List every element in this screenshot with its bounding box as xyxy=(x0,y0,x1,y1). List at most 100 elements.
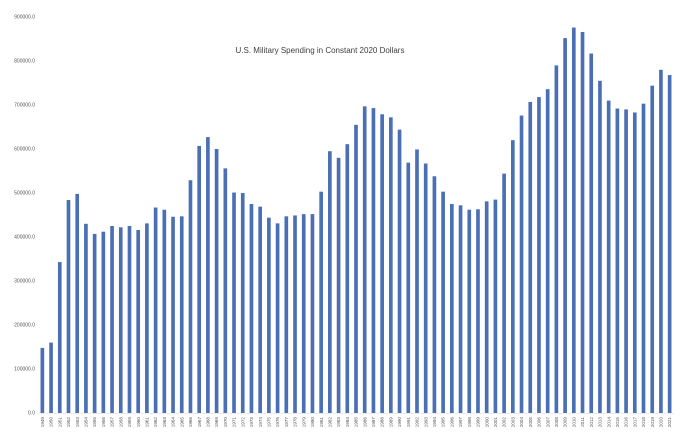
bar-1964 xyxy=(171,216,175,413)
x-tick-label: 1953 xyxy=(75,417,80,428)
bar-1997 xyxy=(458,205,463,413)
bar-1983 xyxy=(336,157,341,413)
bar-2018 xyxy=(641,103,646,414)
bar-1968 xyxy=(206,137,210,413)
x-tick-label: 2001 xyxy=(493,417,498,428)
bar-2009 xyxy=(563,38,567,414)
bar-1971 xyxy=(232,192,236,413)
x-tick-label: 1982 xyxy=(327,417,332,428)
bar-1949 xyxy=(40,347,45,413)
bar-1951 xyxy=(57,262,62,413)
bar-1985 xyxy=(354,124,358,414)
bar-2008 xyxy=(554,65,559,414)
bar-2005 xyxy=(528,101,533,414)
x-tick-label: 1997 xyxy=(458,417,463,428)
x-tick-label: 2010 xyxy=(571,417,576,428)
x-tick-label: 1993 xyxy=(423,417,428,428)
x-tick-label: 2007 xyxy=(545,417,550,428)
bar-1995 xyxy=(441,191,445,413)
y-tick-label: 900000.0 xyxy=(14,15,35,21)
x-tick-label: 1968 xyxy=(205,417,210,428)
x-tick-label: 1967 xyxy=(197,417,202,428)
y-tick-label: 100000.0 xyxy=(14,367,35,373)
x-tick-label: 2002 xyxy=(502,417,507,428)
x-tick-label: 1969 xyxy=(214,417,219,428)
y-tick-label: 500000.0 xyxy=(14,191,35,197)
bar-2002 xyxy=(502,173,506,413)
x-tick-label: 1999 xyxy=(476,417,481,428)
y-tick-label: 400000.0 xyxy=(14,235,35,241)
bar-2011 xyxy=(580,31,585,414)
x-tick-label: 1979 xyxy=(301,417,306,428)
bar-1981 xyxy=(319,191,323,413)
bar-2013 xyxy=(598,80,602,414)
x-tick-label: 2020 xyxy=(659,417,664,428)
bar-1960 xyxy=(136,229,141,413)
x-tick-label: 1971 xyxy=(232,417,237,428)
x-tick-label: 1977 xyxy=(284,417,289,428)
x-tick-label: 1961 xyxy=(145,417,150,428)
x-tick-label: 1992 xyxy=(415,417,420,428)
bar-2006 xyxy=(537,97,541,413)
x-tick-label: 2016 xyxy=(624,417,629,428)
x-tick-label: 1954 xyxy=(84,417,89,428)
bar-2017 xyxy=(632,112,637,413)
bar-2019 xyxy=(650,85,655,413)
bar-1976 xyxy=(275,223,280,413)
bar-1953 xyxy=(75,193,80,413)
x-tick-label: 1995 xyxy=(441,417,446,428)
bar-1978 xyxy=(293,215,297,413)
bar-1962 xyxy=(153,207,158,413)
bar-1977 xyxy=(284,216,289,413)
x-tick-label: 1976 xyxy=(275,417,280,428)
x-tick-label: 2008 xyxy=(554,417,559,428)
bar-1990 xyxy=(397,129,402,413)
x-tick-label: 2009 xyxy=(563,417,568,428)
bar-1961 xyxy=(145,223,149,413)
bar-2000 xyxy=(484,201,489,413)
x-tick-label: 1996 xyxy=(449,417,454,428)
x-tick-label: 1950 xyxy=(49,417,54,428)
y-tick-label: 800000.0 xyxy=(14,59,35,65)
x-tick-label: 2019 xyxy=(650,417,655,428)
bar-1980 xyxy=(310,214,315,413)
bar-1973 xyxy=(249,204,254,413)
bar-1979 xyxy=(301,214,306,413)
bar-2020 xyxy=(659,69,663,414)
x-tick-label: 2017 xyxy=(632,417,637,428)
bar-1999 xyxy=(476,209,480,413)
x-tick-label: 1974 xyxy=(258,417,263,428)
x-tick-label: 1972 xyxy=(240,417,245,428)
x-tick-label: 1988 xyxy=(380,417,385,428)
x-tick-label: 2015 xyxy=(615,417,620,428)
x-tick-label: 2005 xyxy=(528,417,533,428)
bars xyxy=(40,27,672,414)
x-tick-label: 1963 xyxy=(162,417,167,428)
bar-1996 xyxy=(450,204,454,413)
x-tick-label: 1985 xyxy=(354,417,359,428)
y-axis: 0.0 100000.0 200000.0 300000.0 400000.0 50000… xyxy=(14,15,35,417)
x-tick-label: 1956 xyxy=(101,417,106,428)
bar-1972 xyxy=(240,193,245,413)
x-tick-label: 1949 xyxy=(40,417,45,428)
bar-2003 xyxy=(510,140,515,413)
bar-1987 xyxy=(371,108,376,413)
x-tick-label: 1952 xyxy=(66,417,71,428)
bar-1986 xyxy=(362,106,367,413)
y-tick-label: 200000.0 xyxy=(14,323,35,329)
bar-1989 xyxy=(389,117,393,413)
bar-1957 xyxy=(110,226,114,413)
bar-1994 xyxy=(432,176,437,413)
x-tick-label: 1984 xyxy=(345,417,350,428)
x-tick-label: 1983 xyxy=(336,417,341,428)
x-tick-label: 1980 xyxy=(310,417,315,428)
bar-1998 xyxy=(467,209,472,413)
x-tick-label: 1989 xyxy=(388,417,393,428)
x-tick-label: 1987 xyxy=(371,417,376,428)
x-tick-label: 1951 xyxy=(57,417,62,428)
x-tick-label: 1991 xyxy=(406,417,411,428)
x-tick-label: 1966 xyxy=(188,417,193,428)
x-tick-label: 2004 xyxy=(519,417,524,428)
